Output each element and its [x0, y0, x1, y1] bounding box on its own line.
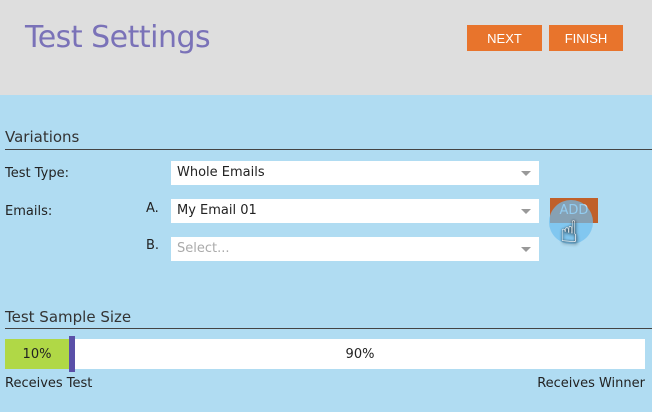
next-button[interactable]: NEXT	[467, 25, 542, 51]
receives-test-label: Receives Test	[5, 376, 93, 391]
finish-button[interactable]: FINISH	[549, 25, 623, 51]
chevron-down-icon	[521, 171, 531, 176]
email-a-value: My Email 01	[177, 203, 257, 218]
email-a-select[interactable]: My Email 01	[171, 199, 539, 223]
email-b-letter: B.	[146, 238, 160, 253]
variations-heading: Variations	[5, 128, 80, 146]
email-b-select[interactable]: Select...	[171, 237, 539, 261]
chevron-down-icon	[521, 209, 531, 214]
email-a-letter: A.	[146, 201, 159, 216]
winner-portion: 90%	[75, 339, 645, 369]
chevron-down-icon	[521, 247, 531, 252]
page-title: Test Settings	[25, 20, 211, 55]
slider-handle[interactable]	[69, 336, 75, 372]
test-type-value: Whole Emails	[177, 165, 265, 180]
email-b-placeholder: Select...	[177, 241, 230, 256]
test-type-select[interactable]: Whole Emails	[171, 161, 539, 185]
click-highlight	[549, 200, 593, 244]
emails-label: Emails:	[5, 204, 53, 219]
test-portion: 10%	[5, 339, 69, 369]
hand-cursor-icon: ☝	[560, 215, 579, 250]
test-type-label: Test Type:	[5, 166, 69, 181]
receives-winner-label: Receives Winner	[537, 376, 645, 391]
divider	[5, 328, 652, 329]
sample-size-heading: Test Sample Size	[5, 308, 132, 326]
header: Test Settings NEXT FINISH	[0, 0, 652, 95]
divider	[5, 149, 652, 150]
